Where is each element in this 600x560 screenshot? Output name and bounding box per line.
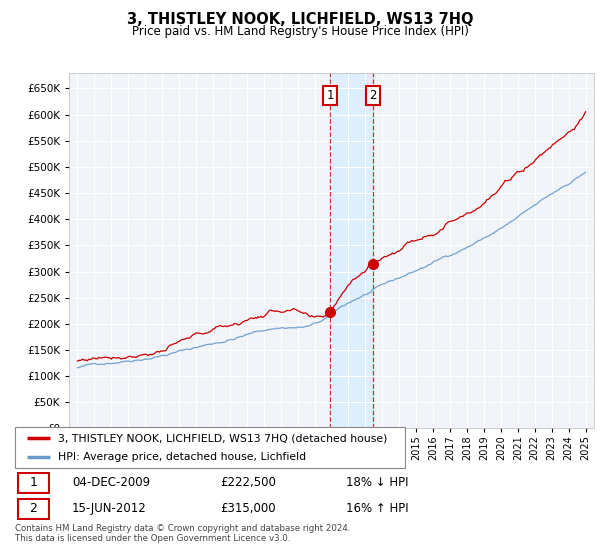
Text: 16% ↑ HPI: 16% ↑ HPI xyxy=(346,502,408,515)
Text: Contains HM Land Registry data © Crown copyright and database right 2024.
This d: Contains HM Land Registry data © Crown c… xyxy=(15,524,350,543)
Text: 3, THISTLEY NOOK, LICHFIELD, WS13 7HQ (detached house): 3, THISTLEY NOOK, LICHFIELD, WS13 7HQ (d… xyxy=(58,433,387,443)
Text: Price paid vs. HM Land Registry's House Price Index (HPI): Price paid vs. HM Land Registry's House … xyxy=(131,25,469,38)
Text: 1: 1 xyxy=(326,90,334,102)
FancyBboxPatch shape xyxy=(18,499,49,519)
Text: 15-JUN-2012: 15-JUN-2012 xyxy=(72,502,147,515)
Text: £315,000: £315,000 xyxy=(220,502,276,515)
FancyBboxPatch shape xyxy=(15,427,405,468)
Text: 2: 2 xyxy=(29,502,37,515)
Text: 18% ↓ HPI: 18% ↓ HPI xyxy=(346,476,408,489)
FancyBboxPatch shape xyxy=(18,473,49,493)
Text: 1: 1 xyxy=(29,476,37,489)
Text: 04-DEC-2009: 04-DEC-2009 xyxy=(72,476,150,489)
Text: 2: 2 xyxy=(370,90,377,102)
Text: 3, THISTLEY NOOK, LICHFIELD, WS13 7HQ: 3, THISTLEY NOOK, LICHFIELD, WS13 7HQ xyxy=(127,12,473,27)
Bar xyxy=(330,73,373,428)
Text: HPI: Average price, detached house, Lichfield: HPI: Average price, detached house, Lich… xyxy=(58,452,306,461)
Text: £222,500: £222,500 xyxy=(220,476,276,489)
